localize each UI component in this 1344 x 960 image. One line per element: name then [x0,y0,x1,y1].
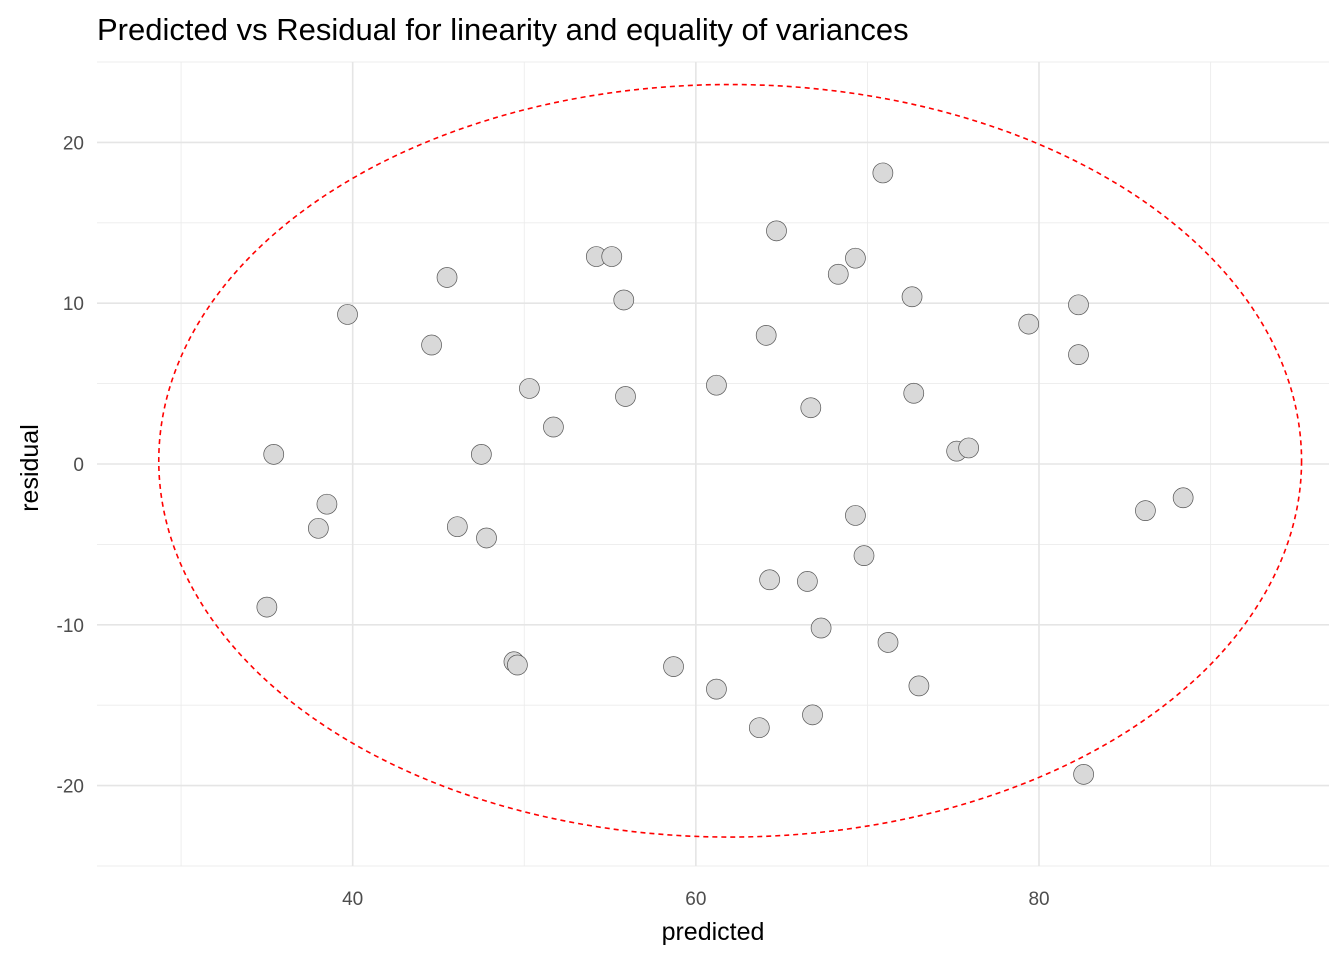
data-point [316,493,338,515]
data-point [958,437,980,459]
x-tick-label: 60 [685,889,706,910]
data-point [877,632,899,653]
data-point [901,286,923,308]
data-point [810,617,832,639]
data-point [1073,763,1094,785]
grid-major [97,62,1329,866]
data-point [613,289,635,311]
data-point [872,162,894,184]
data-point [471,444,492,465]
data-point [845,247,866,269]
data-point [615,386,636,407]
data-point [476,527,497,549]
data-point [519,378,540,399]
data-point [446,516,468,538]
ellipse-layer [157,83,1303,838]
y-tick-label: 0 [73,455,84,476]
data-point [337,304,358,325]
data-point [436,267,458,288]
x-tick-label: 40 [342,889,363,910]
data-point [263,444,285,465]
y-tick-label: 10 [63,294,84,315]
data-point [507,654,528,676]
data-point [421,334,442,356]
grid-minor [97,61,1329,867]
data-point [256,596,278,618]
data-point [853,545,875,567]
data-point [759,569,780,591]
data-point [827,263,849,285]
y-axis-title: residual [16,424,44,512]
data-point [706,678,727,700]
data-point [802,704,823,726]
y-tick-label: -10 [57,616,84,637]
data-point [845,505,866,526]
data-point [1068,344,1089,366]
data-point [307,517,329,539]
data-point [1172,487,1194,509]
data-point [800,397,822,419]
data-point [755,325,777,346]
confidence-ellipse [157,83,1303,838]
x-tick-labels: 40 60 80 [342,889,1049,910]
y-tick-labels: -20 -10 0 10 20 [57,133,84,797]
data-point [543,416,564,438]
x-axis-title: predicted [662,918,765,946]
data-point [1135,500,1156,521]
chart-title: Predicted vs Residual for linearity and … [97,12,909,47]
data-point [1068,294,1089,316]
points-layer [256,162,1194,785]
data-point [663,656,684,677]
data-point [1018,313,1040,335]
data-point [706,374,727,396]
data-point [903,382,925,404]
data-point [908,675,930,697]
y-tick-label: 20 [63,133,84,154]
data-point [748,717,770,739]
data-point [797,571,818,592]
y-tick-label: -20 [57,777,84,798]
data-point [766,220,787,242]
x-tick-label: 80 [1028,889,1049,910]
data-point [601,246,623,267]
